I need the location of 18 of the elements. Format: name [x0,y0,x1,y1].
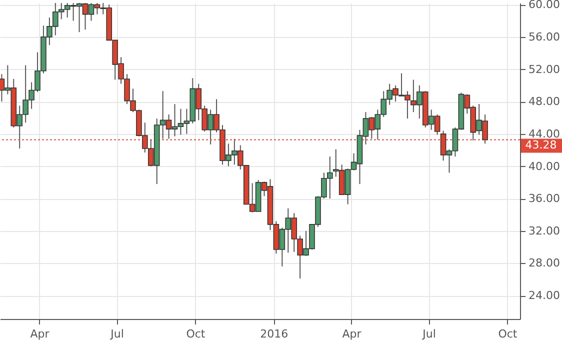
y-tick-label: 44.00 [528,127,560,140]
ref-line-label: 43.28 [525,138,557,152]
x-tick-label: Oct [498,328,518,340]
y-tick-label: 56.00 [528,30,560,44]
y-tick-label: 60.00 [528,0,560,12]
x-tick-label: Apr [30,328,50,340]
y-tick-label: 36.00 [528,192,560,206]
y-tick-label: 52.00 [528,62,560,76]
y-tick-label: 40.00 [528,160,560,173]
x-tick-label: Jul [422,328,436,340]
x-tick-label: Apr [342,328,362,340]
y-tick-label: 48.00 [528,95,560,108]
y-tick-label: 24.00 [528,289,560,302]
x-tick-label: 2016 [260,328,288,340]
x-tick-label: Oct [186,328,206,340]
x-tick-label: Jul [110,328,124,340]
y-tick-label: 32.00 [528,224,560,238]
y-tick-label: 28.00 [528,256,560,270]
